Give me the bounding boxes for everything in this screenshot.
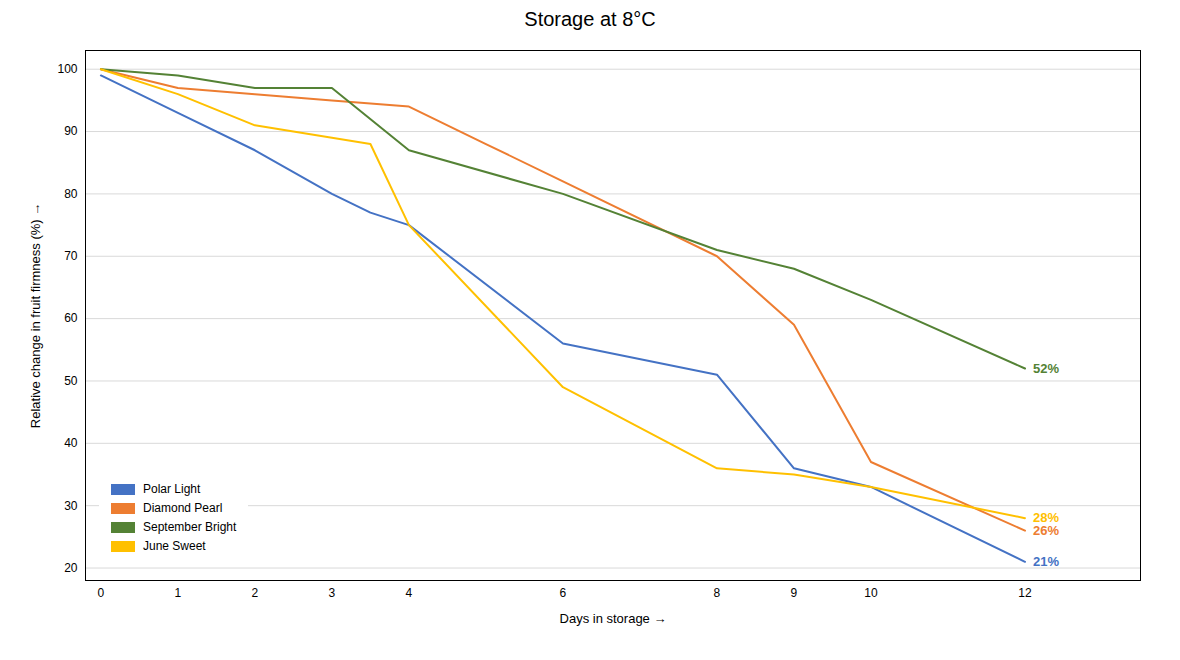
svg-text:Relative change in fruit firmn: Relative change in fruit firmness (%) → (28, 203, 43, 428)
svg-text:0: 0 (98, 586, 105, 600)
svg-text:3: 3 (329, 586, 336, 600)
svg-text:6: 6 (560, 586, 567, 600)
html-text:Diamond Pearl: Diamond Pearl (143, 501, 223, 515)
svg-text:Days in storage →: Days in storage → (560, 611, 667, 626)
svg-text:50: 50 (64, 374, 78, 388)
html-text:June Sweet: June Sweet (143, 539, 206, 553)
svg-text:28%: 28% (1033, 510, 1059, 526)
svg-text:70: 70 (64, 249, 78, 263)
svg-text:100: 100 (57, 62, 77, 76)
svg-text:26%: 26% (1033, 523, 1059, 538)
svg-text:9: 9 (791, 586, 798, 600)
svg-text:2: 2 (252, 586, 259, 600)
svg-text:20: 20 (64, 561, 78, 575)
svg-text:8: 8 (714, 586, 721, 600)
svg-text:90: 90 (64, 124, 78, 138)
svg-text:52%: 52% (1033, 361, 1059, 376)
svg-text:12: 12 (1018, 586, 1032, 600)
svg-text:30: 30 (64, 499, 78, 513)
svg-text:1: 1 (175, 586, 182, 600)
html-text:September Bright: September Bright (143, 520, 237, 534)
html-text:Storage at 8°C: Storage at 8°C (524, 8, 656, 30)
svg-text:80: 80 (64, 187, 78, 201)
svg-text:40: 40 (64, 436, 78, 450)
svg-text:10: 10 (864, 586, 878, 600)
svg-text:60: 60 (64, 311, 78, 325)
svg-text:4: 4 (406, 586, 413, 600)
html-text:Polar Light: Polar Light (143, 482, 201, 496)
svg-text:21%: 21% (1033, 554, 1059, 569)
